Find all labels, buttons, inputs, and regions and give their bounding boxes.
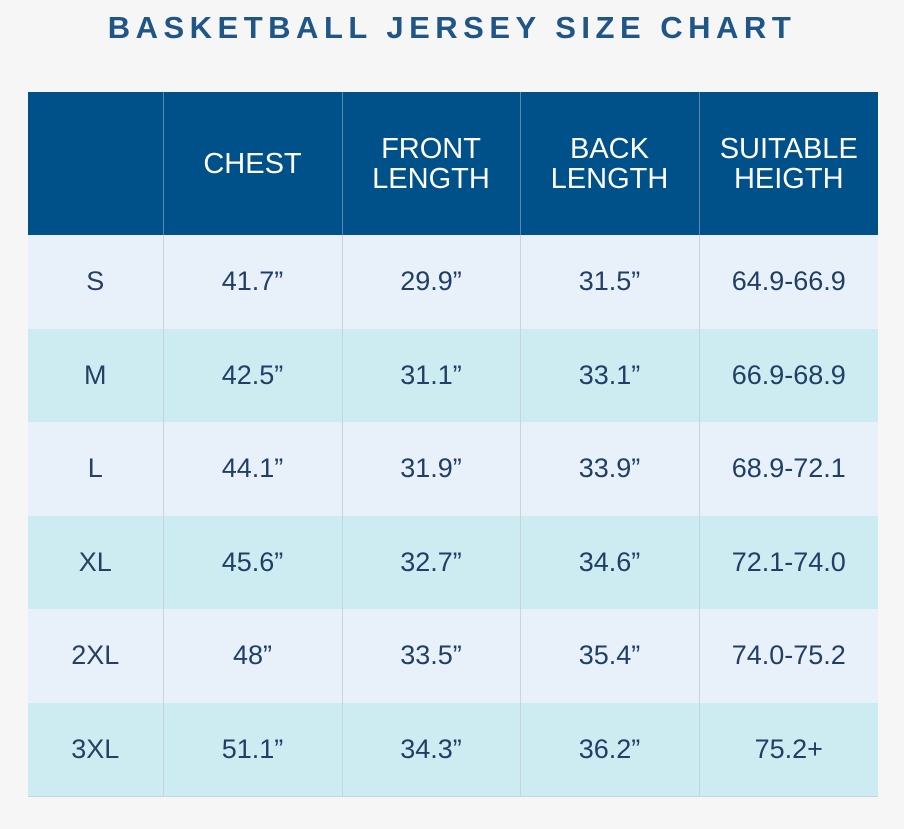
header-suitable-height-line-2: HEIGTH (733, 162, 844, 195)
size-chart-table: CHEST FRONT LENGTH BACK LENGTH SUITABLE … (28, 92, 878, 797)
table-row: S 41.7” 29.9” 31.5” 64.9-66.9 (28, 235, 878, 329)
cell-suitable-height: 74.0-75.2 (698, 609, 878, 703)
cell-size: 2XL (71, 640, 120, 671)
cell-size: S (86, 266, 105, 297)
cell-front-length: 33.5” (341, 609, 520, 703)
header-back-length: BACK LENGTH (519, 92, 699, 235)
cell-suitable-height: 72.1-74.0 (698, 515, 878, 609)
cell-size: L (87, 453, 103, 484)
cell-size: M (84, 359, 107, 390)
cell-front-length: 32.7” (341, 515, 520, 609)
cell-back-length: 35.4” (519, 609, 699, 703)
cell-front-length: 31.9” (341, 422, 520, 516)
cell-chest: 51.1” (162, 702, 342, 797)
header-suitable-height-line-1: SUITABLE (719, 132, 858, 165)
cell-front-length: 31.1” (341, 328, 520, 422)
header-chest-line-1: CHEST (203, 147, 302, 180)
header-suitable-height: SUITABLE HEIGTH (698, 92, 878, 235)
cell-back-length: 33.9” (519, 422, 699, 516)
header-front-length-line-1: FRONT (381, 132, 481, 165)
header-size (28, 92, 163, 235)
cell-suitable-height: 64.9-66.9 (698, 235, 878, 329)
table-header-row: CHEST FRONT LENGTH BACK LENGTH SUITABLE … (28, 92, 878, 235)
cell-chest: 41.7” (162, 235, 342, 329)
cell-chest: 44.1” (162, 422, 342, 516)
cell-chest: 45.6” (162, 515, 342, 609)
header-front-length-line-2: LENGTH (372, 162, 490, 195)
header-front-length: FRONT LENGTH (341, 92, 520, 235)
cell-chest: 48” (162, 609, 342, 703)
table-row: L 44.1” 31.9” 33.9” 68.9-72.1 (28, 422, 878, 516)
cell-back-length: 34.6” (519, 515, 699, 609)
table-row: XL 45.6” 32.7” 34.6” 72.1-74.0 (28, 515, 878, 609)
cell-back-length: 31.5” (519, 235, 699, 329)
header-back-length-line-2: LENGTH (550, 162, 669, 195)
cell-suitable-height: 66.9-68.9 (698, 328, 878, 422)
cell-size: XL (78, 546, 112, 577)
cell-chest: 42.5” (162, 328, 342, 422)
header-back-length-line-1: BACK (570, 132, 649, 165)
header-chest: CHEST (162, 92, 342, 235)
table-row: M 42.5” 31.1” 33.1” 66.9-68.9 (28, 328, 878, 422)
cell-suitable-height: 75.2+ (698, 702, 878, 797)
cell-front-length: 34.3” (341, 702, 520, 797)
table-row: 2XL 48” 33.5” 35.4” 74.0-75.2 (28, 609, 878, 703)
cell-back-length: 36.2” (519, 702, 699, 797)
cell-front-length: 29.9” (341, 235, 520, 329)
cell-size: 3XL (28, 702, 163, 797)
page-title: BASKETBALL JERSEY SIZE CHART (107, 10, 797, 45)
table-row: 3XL 51.1” 34.3” 36.2” 75.2+ (28, 702, 878, 797)
cell-suitable-height: 68.9-72.1 (698, 422, 878, 516)
cell-back-length: 33.1” (519, 328, 699, 422)
